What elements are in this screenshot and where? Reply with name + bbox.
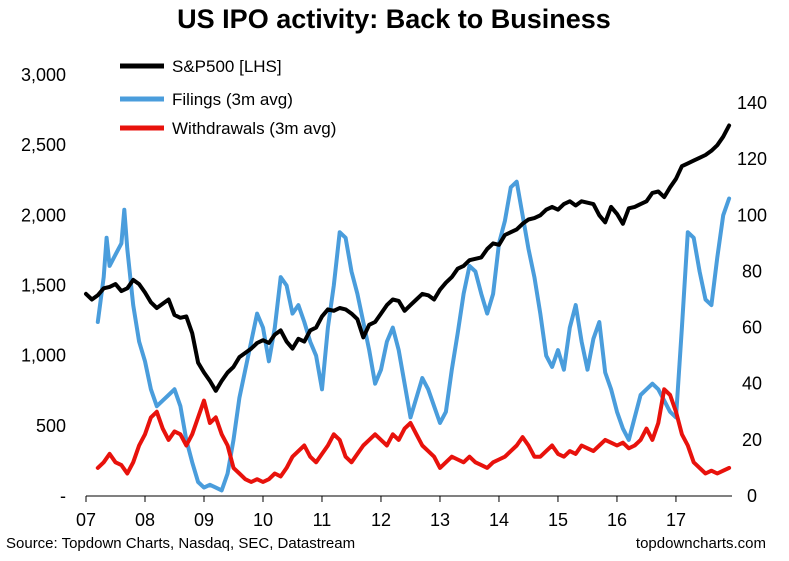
left-tick-label: 3,000 bbox=[21, 65, 66, 85]
source-note: Source: Topdown Charts, Nasdaq, SEC, Dat… bbox=[6, 535, 355, 552]
right-tick-label: 0 bbox=[747, 486, 757, 506]
legend-label-sp500: S&P500 [LHS] bbox=[172, 57, 282, 76]
x-tick-label: 07 bbox=[76, 510, 96, 530]
right-tick-label: 80 bbox=[742, 261, 762, 281]
x-tick-label: 14 bbox=[489, 510, 509, 530]
right-tick-label: 120 bbox=[737, 149, 767, 169]
x-tick-label: 13 bbox=[430, 510, 450, 530]
legend-label-filings: Filings (3m avg) bbox=[172, 90, 293, 109]
right-tick-label: 100 bbox=[737, 205, 767, 225]
x-tick-label: 16 bbox=[607, 510, 627, 530]
x-tick-label: 12 bbox=[371, 510, 391, 530]
series-line-sp500 bbox=[84, 123, 732, 393]
series-lines bbox=[84, 123, 732, 493]
chart-title: US IPO activity: Back to Business bbox=[177, 4, 611, 34]
right-tick-label: 40 bbox=[742, 374, 762, 394]
left-tick-label: 1,500 bbox=[21, 276, 66, 296]
left-tick-label: 1,000 bbox=[21, 346, 66, 366]
left-axis-ticks: - 500 1,000 1,500 2,000 2,500 3,000 bbox=[21, 65, 66, 506]
right-tick-label: 140 bbox=[737, 93, 767, 113]
right-axis-ticks: 0 20 40 60 80 100 120 140 bbox=[737, 93, 767, 506]
watermark: topdowncharts.com bbox=[636, 535, 766, 552]
left-tick-label: 2,000 bbox=[21, 205, 66, 225]
series-line-withdrawals bbox=[95, 387, 732, 484]
left-tick-label: 2,500 bbox=[21, 135, 66, 155]
left-tick-label: - bbox=[60, 486, 66, 506]
x-tick-label: 17 bbox=[666, 510, 686, 530]
x-tick-label: 15 bbox=[548, 510, 568, 530]
right-tick-label: 20 bbox=[742, 430, 762, 450]
x-tick-label: 10 bbox=[253, 510, 273, 530]
legend-label-withdrawals: Withdrawals (3m avg) bbox=[172, 119, 336, 138]
series-line-filings bbox=[95, 179, 732, 493]
x-axis: 07 08 09 10 11 12 13 14 15 16 17 bbox=[76, 495, 732, 530]
x-tick-label: 09 bbox=[194, 510, 214, 530]
legend: S&P500 [LHS] Filings (3m avg) Withdrawal… bbox=[120, 57, 336, 138]
x-tick-label: 08 bbox=[135, 510, 155, 530]
left-tick-label: 500 bbox=[36, 416, 66, 436]
x-tick-label: 11 bbox=[313, 510, 332, 530]
right-tick-label: 60 bbox=[742, 318, 762, 338]
